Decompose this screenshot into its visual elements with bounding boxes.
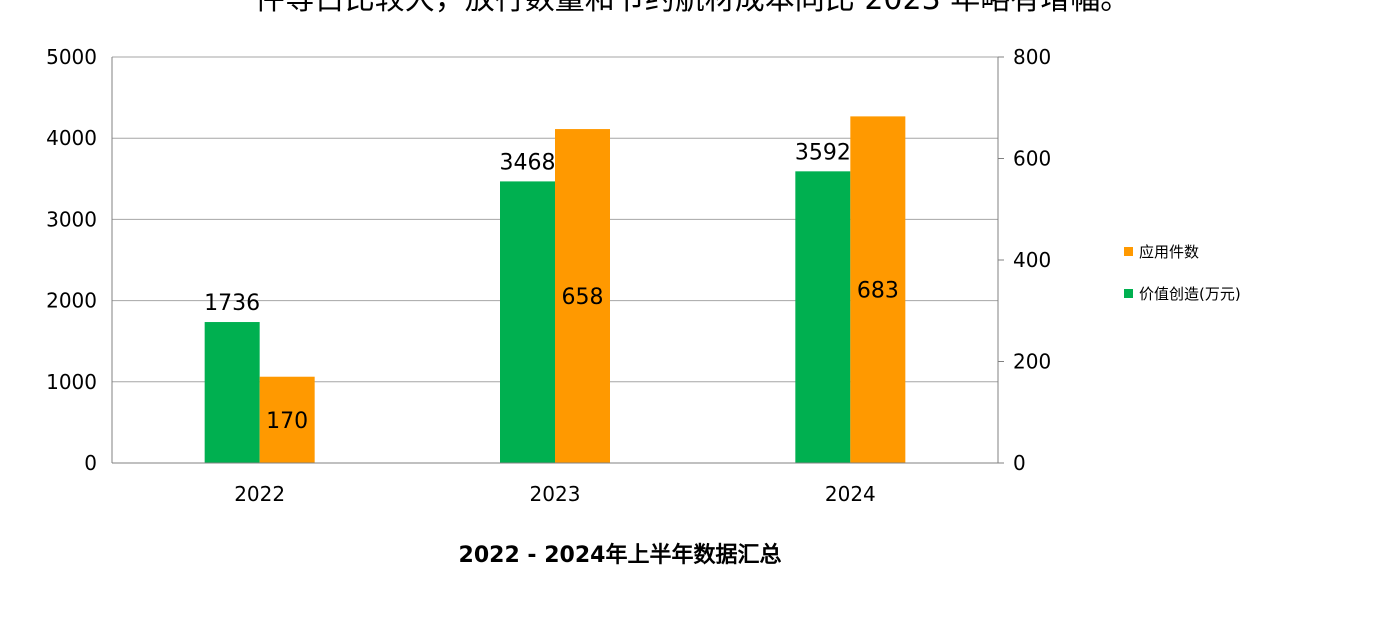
y-right-tick-label: 400 <box>1013 248 1051 272</box>
y-left-tick-label: 5000 <box>46 45 97 69</box>
bar-value-creation <box>795 171 851 464</box>
legend-label: 应用件数 <box>1139 243 1199 261</box>
y-left-tick-label: 2000 <box>46 289 97 313</box>
header-text: 件等占比较大，放行数量和节约航材成本同比 2023 年略有增幅。 <box>0 0 1385 18</box>
y-right-tick-label: 800 <box>1013 45 1051 69</box>
data-label-application-count: 170 <box>266 409 308 434</box>
data-label-value-creation: 1736 <box>204 291 260 316</box>
x-tick-label: 2024 <box>825 482 876 506</box>
y-left-tick-label: 0 <box>84 451 97 475</box>
data-label-application-count: 658 <box>562 285 604 310</box>
y-right-tick-label: 600 <box>1013 147 1051 171</box>
y-right-tick-label: 0 <box>1013 451 1026 475</box>
x-tick-label: 2022 <box>234 482 285 506</box>
y-left-tick-label: 4000 <box>46 126 97 150</box>
data-label-value-creation: 3468 <box>500 150 556 175</box>
chart-title: 2022 - 2024年上半年数据汇总 <box>459 542 782 568</box>
bar-application-count <box>555 129 610 463</box>
legend-swatch <box>1124 289 1133 298</box>
legend-swatch <box>1124 247 1133 256</box>
bar-application-count <box>850 116 906 463</box>
data-label-value-creation: 3592 <box>795 140 851 165</box>
bar-application-count <box>259 376 315 463</box>
y-right-tick-label: 200 <box>1013 350 1051 374</box>
legend-label: 价值创造(万元) <box>1139 285 1241 303</box>
data-label-application-count: 683 <box>857 279 899 304</box>
bar-value-creation <box>500 181 555 463</box>
x-tick-label: 2023 <box>530 482 581 506</box>
y-left-tick-label: 3000 <box>46 207 97 231</box>
y-left-tick-label: 1000 <box>46 370 97 394</box>
bar-value-creation <box>204 322 260 463</box>
